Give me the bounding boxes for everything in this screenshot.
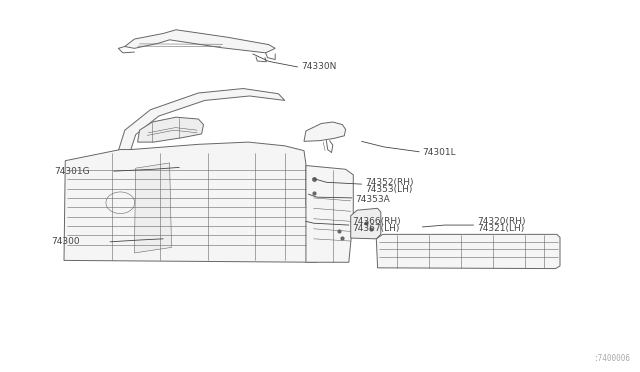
Text: :7400006: :7400006 — [593, 354, 630, 363]
Text: 74366(RH): 74366(RH) — [352, 217, 401, 226]
Polygon shape — [306, 166, 353, 262]
Polygon shape — [118, 89, 285, 153]
Text: 74301G: 74301G — [54, 167, 90, 176]
Text: 74353A: 74353A — [355, 195, 390, 203]
Polygon shape — [304, 122, 346, 141]
Polygon shape — [138, 117, 204, 142]
Polygon shape — [351, 208, 381, 239]
Text: 74352(RH): 74352(RH) — [365, 178, 413, 187]
Text: 74330N: 74330N — [301, 62, 336, 71]
Text: 74300: 74300 — [51, 237, 80, 246]
Polygon shape — [64, 142, 317, 262]
Polygon shape — [376, 234, 560, 269]
Text: 74301L: 74301L — [422, 148, 456, 157]
Text: 74353(LH): 74353(LH) — [365, 185, 412, 194]
Text: 74320(RH): 74320(RH) — [477, 217, 525, 226]
Polygon shape — [125, 30, 275, 53]
Polygon shape — [134, 163, 172, 253]
Text: 74367(LH): 74367(LH) — [352, 224, 399, 233]
Text: 74321(LH): 74321(LH) — [477, 224, 524, 233]
